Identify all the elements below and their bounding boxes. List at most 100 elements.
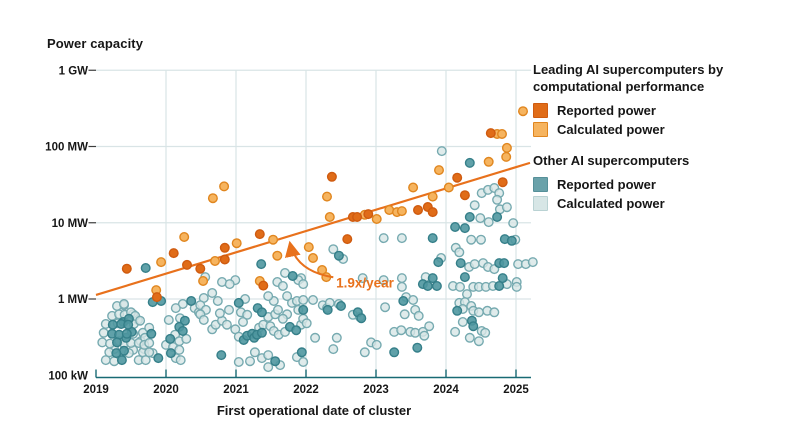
data-point: [174, 344, 185, 355]
data-point: [427, 191, 438, 202]
legend-item-other-calculated: Calculated power: [533, 194, 771, 213]
data-point: [480, 327, 491, 338]
data-point: [249, 347, 260, 358]
x-axis: 2019 2020 2021 2022 2023 2024 2025: [83, 369, 531, 396]
data-point: [464, 157, 475, 168]
data-point: [214, 308, 225, 319]
data-point: [277, 281, 288, 292]
x-axis-title: First operational date of cluster: [216, 403, 412, 418]
data-point: [121, 263, 132, 274]
data-point: [308, 295, 319, 306]
data-point: [123, 319, 134, 330]
legend-group-title: Other AI supercomputers: [533, 153, 690, 168]
y-axis: 1 GW 100 MW 10 MW 1 MW 100 kW: [45, 65, 96, 382]
data-point: [464, 211, 475, 222]
data-point: [181, 259, 192, 270]
legend-item-label: Reported power: [557, 103, 656, 118]
data-point: [156, 257, 167, 268]
legend-item-label: Calculated power: [557, 122, 665, 137]
data-point: [483, 156, 494, 167]
data-point: [263, 291, 274, 302]
data-point: [298, 357, 309, 368]
data-point: [459, 223, 470, 234]
data-point: [242, 309, 253, 320]
data-point: [209, 256, 220, 267]
data-point: [310, 332, 321, 343]
data-point: [331, 332, 342, 343]
data-point: [121, 328, 132, 339]
data-point: [195, 263, 206, 274]
data-point: [389, 347, 400, 358]
data-point: [497, 177, 508, 188]
data-point: [254, 229, 265, 240]
data-point: [443, 182, 454, 193]
data-point: [466, 234, 477, 245]
data-point: [468, 321, 479, 332]
data-point: [298, 295, 309, 306]
data-point: [216, 350, 227, 361]
data-point: [256, 307, 267, 318]
data-point: [475, 213, 486, 224]
data-point: [233, 297, 244, 308]
legend-item-other-reported: Reported power: [533, 175, 771, 194]
legend-item-label: Calculated power: [557, 196, 665, 211]
data-point: [473, 307, 484, 318]
data-point: [371, 339, 382, 350]
data-point: [457, 317, 468, 328]
data-point: [146, 328, 157, 339]
data-point: [352, 211, 363, 222]
trend-line: [95, 161, 531, 297]
data-point: [469, 259, 480, 270]
data-point: [473, 336, 484, 347]
data-point: [398, 296, 409, 307]
data-point: [263, 362, 274, 373]
data-point: [256, 327, 267, 338]
data-point: [221, 319, 232, 330]
y-tick-label: 100 kW: [48, 370, 88, 382]
data-point: [272, 250, 283, 261]
data-point: [298, 304, 309, 315]
data-point: [153, 353, 164, 364]
data-point: [427, 207, 438, 218]
legend-group-other: Other AI supercomputers Reported power C…: [533, 152, 771, 213]
y-tick-label: 100 MW: [45, 142, 88, 154]
data-point: [303, 242, 314, 253]
data-point: [170, 303, 181, 314]
x-tick-label: 2020: [153, 384, 179, 396]
gridlines: [96, 69, 531, 377]
data-point: [111, 337, 122, 348]
data-point: [501, 151, 512, 162]
data-point: [450, 221, 461, 232]
data-point: [469, 200, 480, 211]
data-point: [492, 194, 503, 205]
data-point: [207, 193, 218, 204]
data-point: [396, 273, 407, 284]
data-point: [431, 281, 442, 292]
x-tick-label: 2019: [83, 384, 109, 396]
data-point: [258, 280, 269, 291]
data-point: [450, 326, 461, 337]
data-point: [219, 254, 230, 265]
x-tick-label: 2021: [223, 384, 249, 396]
data-point: [287, 271, 298, 282]
data-point: [301, 318, 312, 329]
legend-group-title: Leading AI supercomputers by computation…: [533, 62, 724, 94]
legend: Leading AI supercomputers by computation…: [533, 61, 771, 213]
data-point: [485, 128, 496, 139]
data-point: [483, 217, 494, 228]
data-point: [356, 313, 367, 324]
data-point: [413, 310, 424, 321]
data-point: [462, 289, 473, 300]
legend-item-label: Reported power: [557, 177, 656, 192]
data-point: [378, 233, 389, 244]
data-point: [207, 288, 218, 299]
data-point: [98, 327, 109, 338]
data-point: [291, 325, 302, 336]
data-point: [408, 295, 419, 306]
data-point: [452, 172, 463, 183]
data-point: [408, 182, 419, 193]
data-point: [179, 231, 190, 242]
data-point: [413, 204, 424, 215]
data-point: [427, 233, 438, 244]
